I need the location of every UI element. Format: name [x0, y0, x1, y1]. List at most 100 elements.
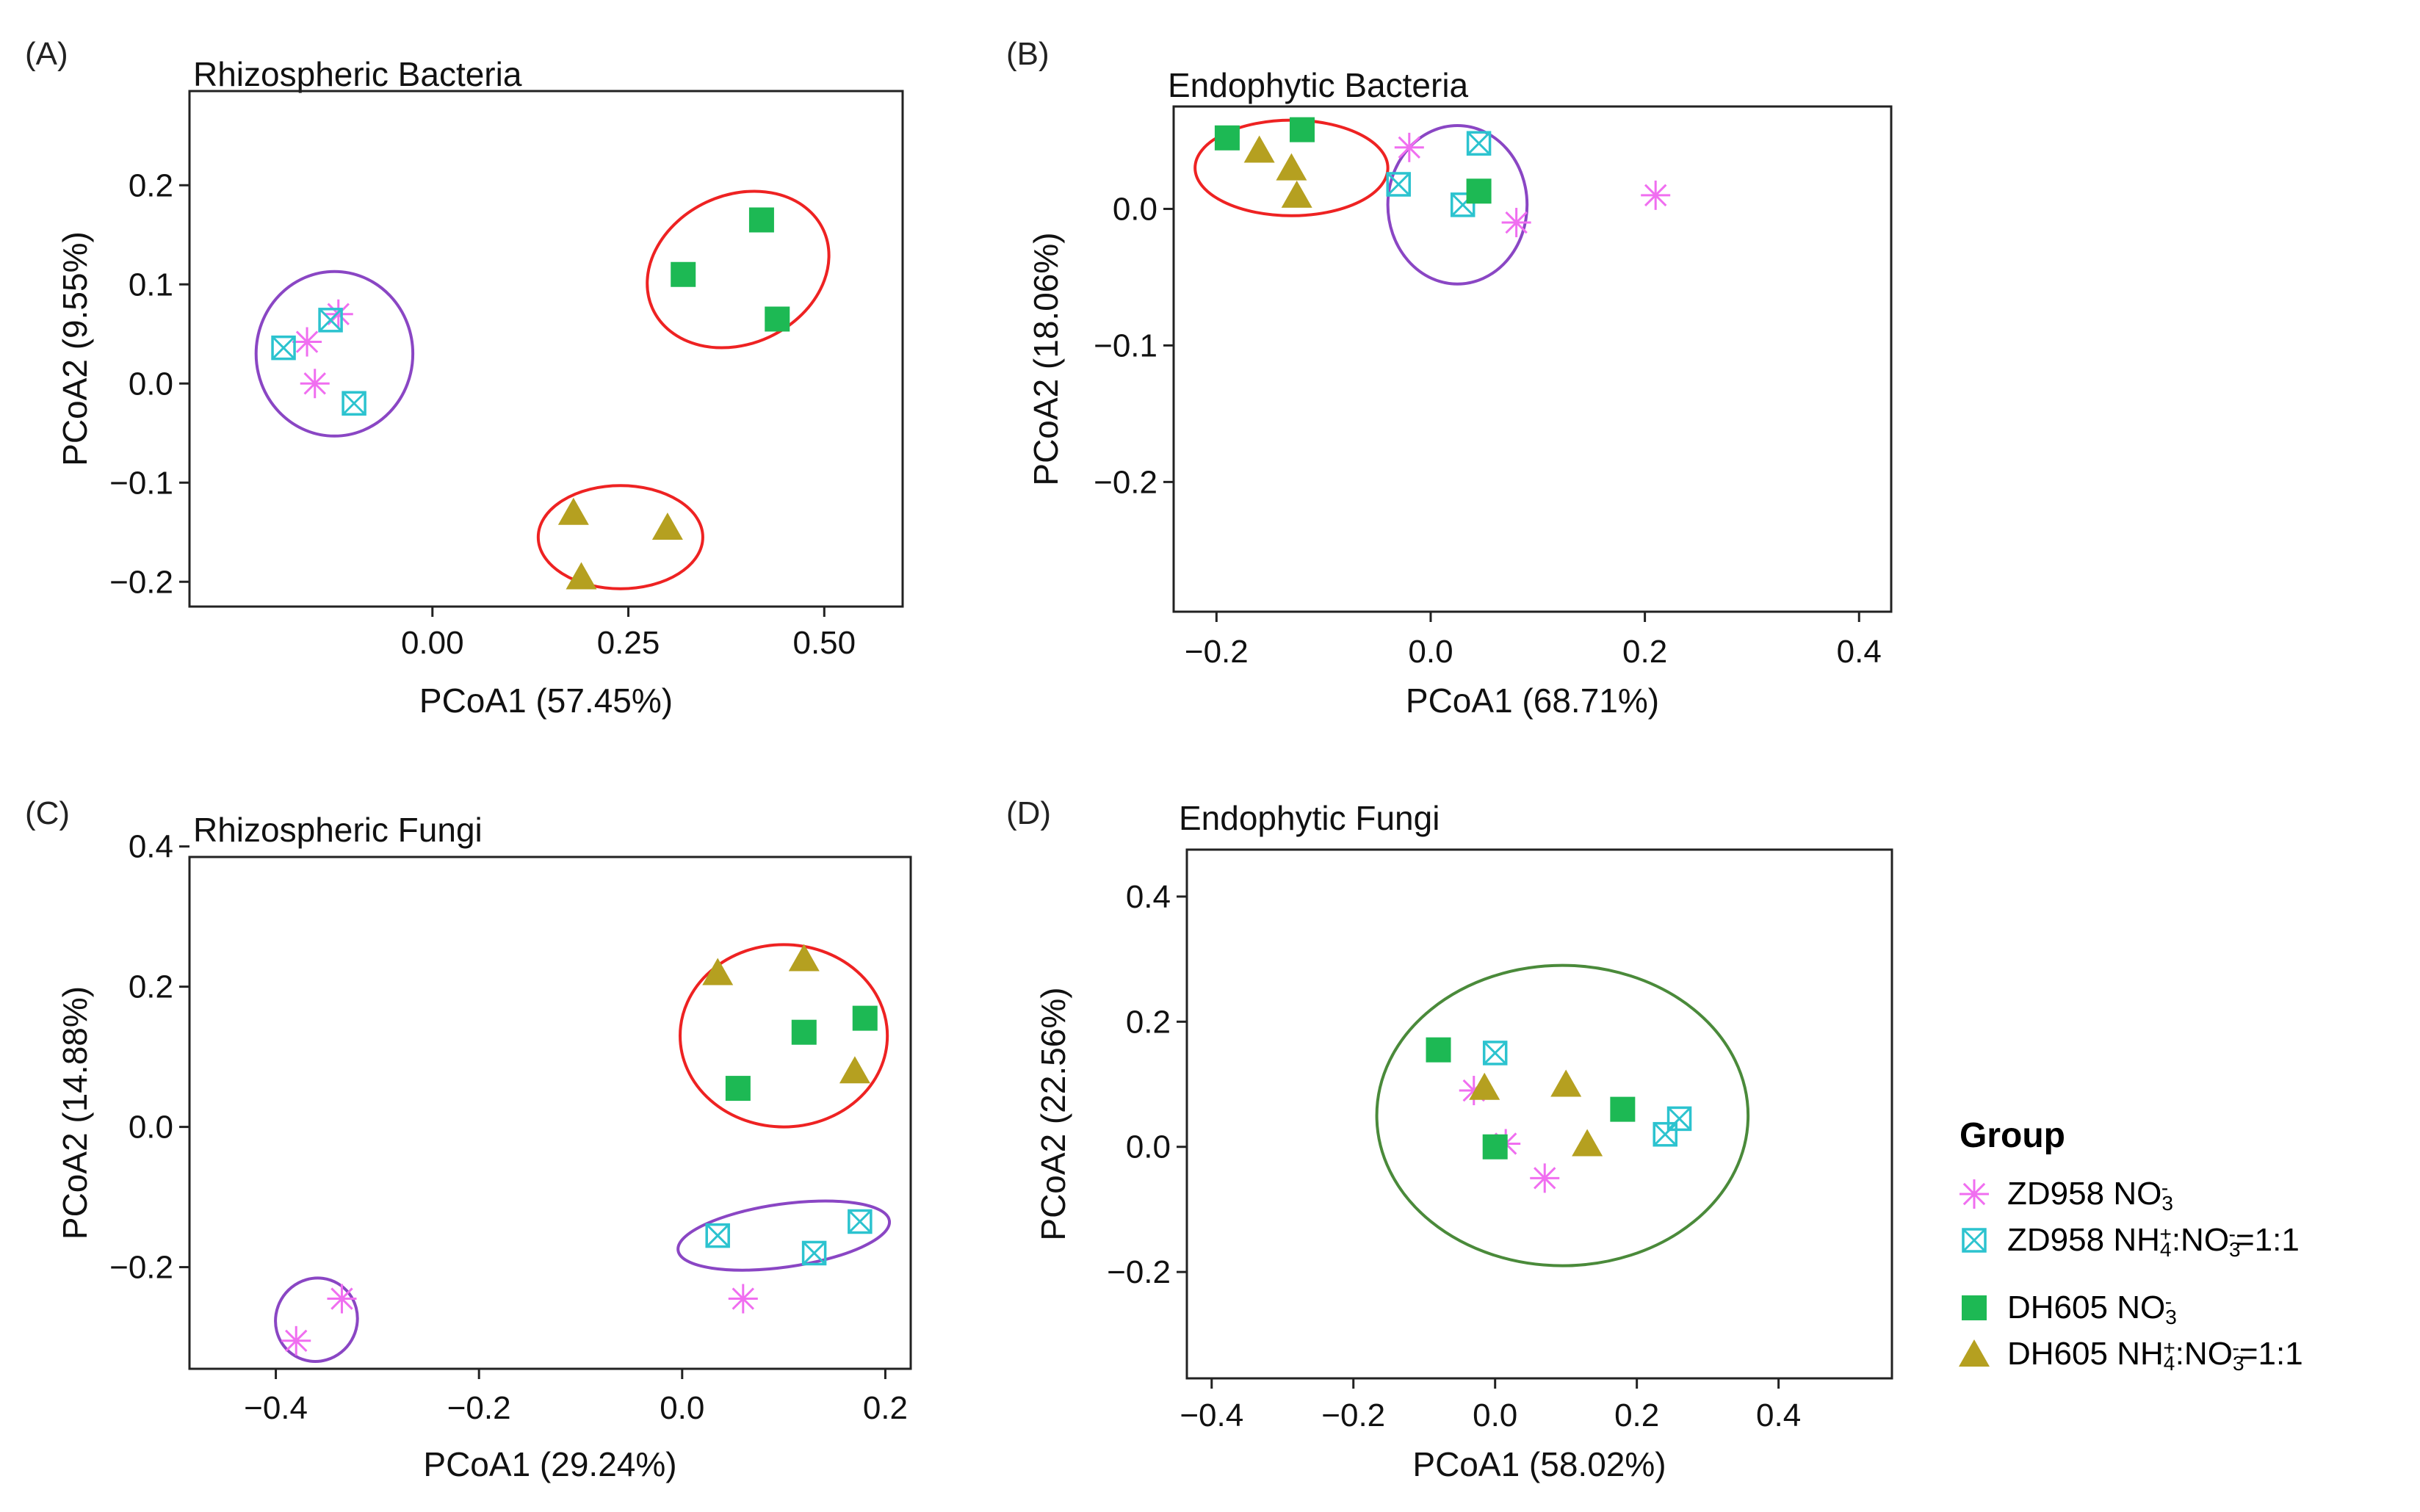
triangle-mark	[702, 958, 734, 985]
y-tick-label: −0.1	[109, 465, 173, 501]
group-ellipse	[274, 1276, 359, 1363]
data-point-boxcross	[342, 391, 366, 416]
cross-line	[706, 1223, 730, 1248]
legend-label-name: DH605	[2007, 1289, 2108, 1325]
data-point-boxcross	[1466, 131, 1492, 156]
triangle-mark	[839, 1056, 870, 1084]
data-point-boxcross	[848, 1209, 873, 1234]
legend-label-part: =1:1	[2239, 1336, 2303, 1372]
legend-superscript: +	[2159, 1223, 2171, 1245]
legend-label-space	[2104, 1222, 2113, 1258]
legend-superscript: -	[2229, 1223, 2236, 1245]
data-point-boxcross	[1386, 172, 1411, 197]
data-point-boxcross	[271, 335, 296, 361]
triangle-mark	[1550, 1069, 1582, 1097]
data-point-square	[725, 1076, 751, 1102]
x-tick-label: 0.0	[1473, 1397, 1517, 1433]
data-point-square	[671, 261, 696, 287]
legend-label: ZD958 NH4+:NO3-=1:1	[2007, 1222, 2300, 1261]
square-mark	[1962, 1295, 1987, 1320]
asterisk-stroke	[295, 330, 319, 353]
cross-line	[319, 308, 343, 332]
legend-label-name: ZD958	[2007, 1176, 2104, 1212]
legend-label-space	[2104, 1176, 2113, 1212]
x-axis-title: PCoA1 (58.02%)	[1412, 1445, 1666, 1483]
legend-label: ZD958 NO3-	[2007, 1176, 2173, 1215]
x-axis-title: PCoA1 (68.71%)	[1406, 681, 1659, 720]
group-ellipse	[1375, 963, 1750, 1267]
plot-frame	[1172, 105, 1893, 613]
y-tick-label: −0.2	[1107, 1254, 1171, 1290]
y-tick-label: −0.2	[109, 564, 173, 600]
cross-line	[802, 1241, 826, 1265]
panel-title: Rhizospheric Bacteria	[193, 55, 522, 93]
x-tick-label: 0.0	[660, 1390, 704, 1426]
data-point-square	[1426, 1037, 1451, 1063]
data-point-asterisk	[300, 369, 330, 399]
square-mark	[1482, 1134, 1508, 1160]
x-tick-label: 0.2	[1614, 1397, 1659, 1433]
legend-marker-asterisk	[1960, 1179, 1989, 1209]
x-tick-label: −0.4	[244, 1390, 308, 1426]
asterisk-stroke	[1534, 1167, 1556, 1190]
data-point-square	[791, 1019, 817, 1045]
square-mark	[725, 1076, 751, 1102]
legend-superscript: -	[2161, 1176, 2168, 1199]
y-tick-label: 0.4	[129, 829, 173, 865]
x-tick-label: 0.4	[1837, 634, 1882, 670]
panel-d: (D) Endophytic Fungi −0.4 −0.2 0.0 0.2 0.4 −0.2…	[1006, 795, 1893, 1483]
legend-label-name: ZD958	[2007, 1222, 2104, 1258]
data-point-asterisk	[281, 1325, 311, 1356]
box-mark	[318, 308, 343, 333]
panel-title: Rhizospheric Fungi	[193, 811, 483, 849]
legend-label-part: NH	[2113, 1222, 2160, 1258]
box-mark	[1653, 1121, 1678, 1147]
legend-label-space	[2108, 1336, 2117, 1372]
cross-line	[1667, 1107, 1691, 1131]
group-ellipse	[254, 270, 415, 438]
legend-item-zd-mix: ZD958 NH4+:NO3-=1:1	[1962, 1222, 2300, 1261]
triangle-mark	[1469, 1072, 1500, 1100]
x-axis-title: PCoA1 (57.45%)	[419, 681, 673, 720]
x-tick-label: −0.2	[447, 1390, 511, 1426]
data-point-boxcross	[705, 1223, 730, 1248]
square-mark	[765, 306, 790, 332]
data-point-triangle	[1276, 153, 1307, 181]
data-point-asterisk	[1501, 208, 1531, 238]
box-mark	[801, 1240, 827, 1266]
panel-letter: (A)	[25, 36, 68, 72]
data-point-triangle	[1550, 1069, 1582, 1097]
y-tick-label: 0.2	[129, 969, 173, 1005]
x-axis-title: PCoA1 (29.24%)	[423, 1445, 676, 1483]
data-point-triangle	[1243, 135, 1275, 163]
group-ellipse	[1386, 124, 1529, 286]
box-mark	[1962, 1228, 1987, 1253]
legend-label-part: NH	[2117, 1336, 2164, 1372]
data-point-square	[1289, 117, 1315, 142]
cross-line	[1962, 1228, 1987, 1253]
legend-label-part: NO	[2117, 1289, 2165, 1325]
y-tick-label: −0.2	[1094, 464, 1157, 500]
legend-label-part: NO	[2113, 1176, 2161, 1212]
y-tick-label: 0.0	[129, 1110, 173, 1146]
triangle-mark	[651, 513, 683, 540]
plot-frame	[188, 90, 904, 608]
y-axis-title: PCoA2 (22.56%)	[1034, 987, 1072, 1240]
legend-superscript: -	[2165, 1290, 2172, 1313]
data-point-asterisk	[1530, 1163, 1560, 1193]
square-mark	[1426, 1037, 1451, 1063]
legend-label-part: :NO	[2172, 1222, 2229, 1258]
data-point-square	[1482, 1134, 1508, 1160]
data-point-boxcross	[801, 1240, 827, 1266]
data-point-square	[1466, 178, 1492, 204]
box-mark	[342, 391, 366, 416]
legend-item-zd-no3: ZD958 NO3-	[1960, 1176, 2173, 1215]
asterisk-stroke	[732, 1287, 754, 1310]
y-tick-label: 0.0	[1113, 191, 1157, 227]
legend-marker-square	[1962, 1295, 1987, 1320]
legend-marker-boxcross	[1962, 1228, 1987, 1253]
data-point-boxcross	[1482, 1041, 1508, 1066]
square-mark	[748, 207, 774, 233]
plot-frame	[1185, 848, 1893, 1380]
x-tick-label: −0.4	[1180, 1397, 1243, 1433]
